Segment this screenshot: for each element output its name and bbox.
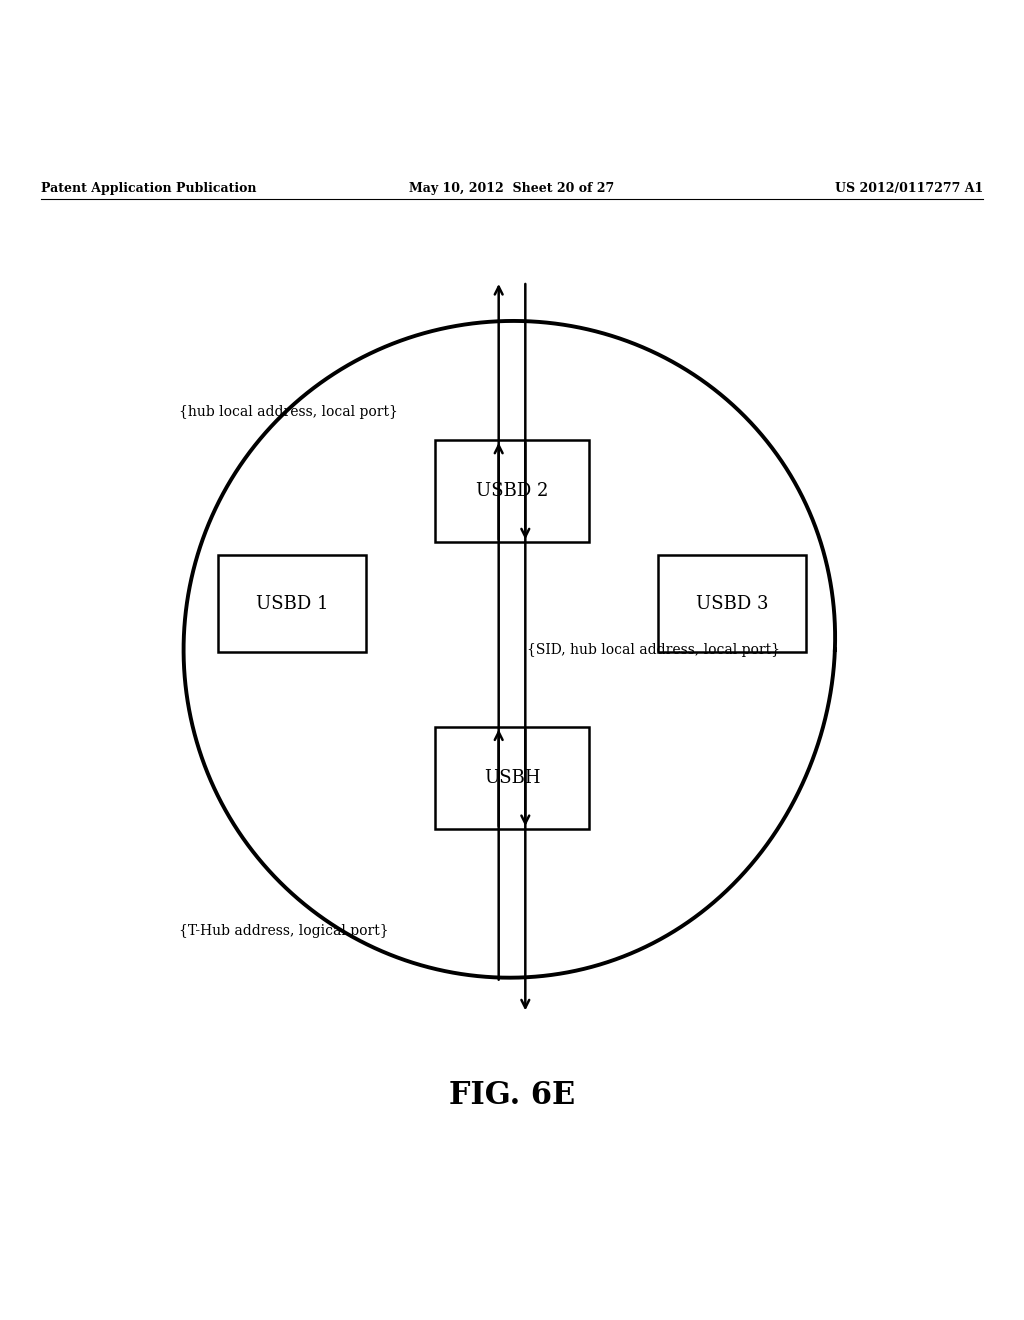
Text: USBH: USBH	[483, 768, 541, 787]
Text: Patent Application Publication: Patent Application Publication	[41, 182, 256, 195]
Text: May 10, 2012  Sheet 20 of 27: May 10, 2012 Sheet 20 of 27	[410, 182, 614, 195]
Text: FIG. 6E: FIG. 6E	[449, 1080, 575, 1110]
Text: USBD 3: USBD 3	[696, 595, 768, 612]
FancyBboxPatch shape	[435, 726, 589, 829]
Text: US 2012/0117277 A1: US 2012/0117277 A1	[835, 182, 983, 195]
Text: {T-Hub address, logical port}: {T-Hub address, logical port}	[179, 924, 389, 939]
FancyBboxPatch shape	[435, 440, 589, 543]
Text: {hub local address, local port}: {hub local address, local port}	[179, 405, 398, 420]
Text: USBD 1: USBD 1	[256, 595, 328, 612]
FancyBboxPatch shape	[657, 554, 807, 652]
FancyBboxPatch shape	[217, 554, 366, 652]
Text: USBD 2: USBD 2	[476, 482, 548, 500]
Text: {SID, hub local address, local port}: {SID, hub local address, local port}	[527, 643, 780, 657]
